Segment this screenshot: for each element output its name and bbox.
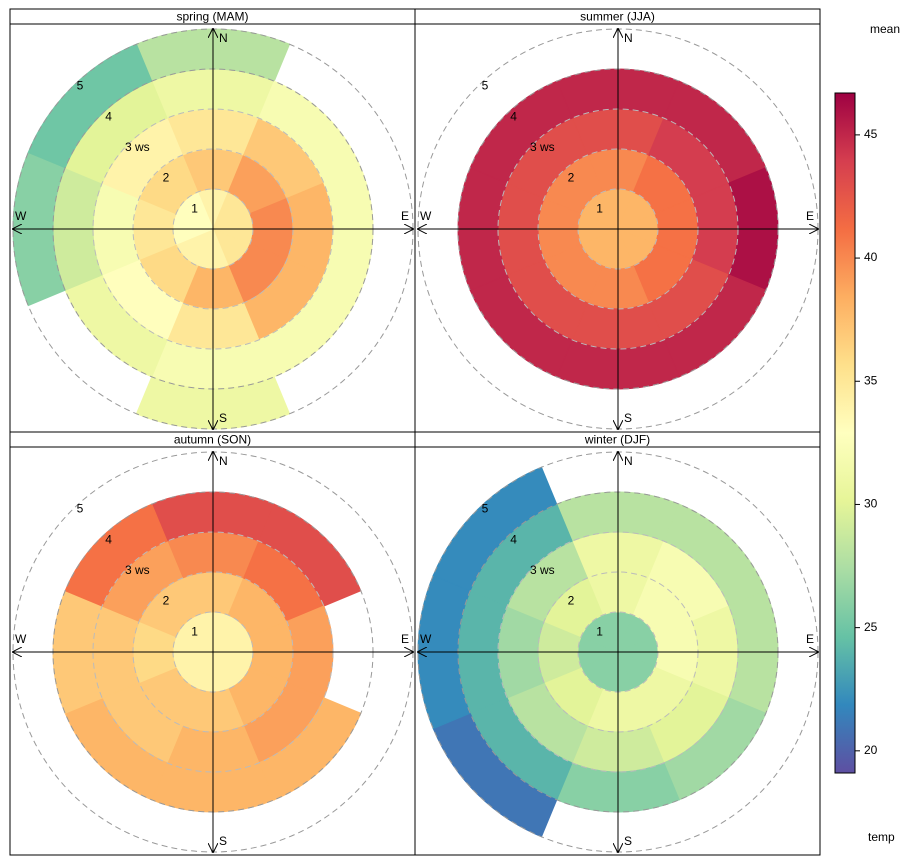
panel-border [414, 446, 821, 856]
colorbar-label: temp [868, 830, 895, 844]
panel-title: summer (JJA) [580, 10, 655, 24]
ring-label: 5 [482, 79, 489, 93]
panel: 1 2 3 ws 4 5 N E S W [13, 29, 413, 429]
colorbar-tick-label: 40 [864, 250, 878, 264]
colorbar-title: mean [870, 22, 900, 36]
direction-label: S [219, 411, 227, 425]
direction-label: W [420, 209, 432, 223]
direction-label: W [420, 632, 432, 646]
direction-label: E [401, 209, 409, 223]
ring-label: 1 [191, 624, 198, 638]
direction-label: S [624, 411, 632, 425]
panel: 1 2 3 ws 4 5 N E S W [418, 452, 818, 852]
colorbar-tick-label: 30 [864, 497, 878, 511]
direction-label: N [219, 31, 228, 45]
panel: 1 2 3 ws 4 5 N E S W [13, 452, 413, 852]
direction-label: E [806, 209, 814, 223]
ring-label: 1 [596, 201, 603, 215]
ring-label: 5 [77, 502, 84, 516]
ring-label: 4 [105, 109, 112, 123]
direction-label: W [15, 632, 27, 646]
cell [258, 503, 362, 607]
direction-label: N [624, 31, 633, 45]
colorbar-tick-label: 25 [864, 620, 878, 634]
ring-label: 4 [510, 532, 517, 546]
direction-label: W [15, 209, 27, 223]
ring-label: 4 [105, 532, 112, 546]
ring-label: 2 [163, 171, 170, 185]
ring-label: 3 ws [530, 563, 555, 577]
ring-label: 3 ws [125, 140, 150, 154]
panel-title: winter (DJF) [584, 433, 650, 447]
colorbar-tick-label: 45 [864, 127, 878, 141]
ring-label: 4 [510, 109, 517, 123]
colorbar-tick-label: 35 [864, 373, 878, 387]
ring-label: 3 ws [530, 140, 555, 154]
ring-label: 1 [596, 624, 603, 638]
colorbar-tick-label: 20 [864, 743, 878, 757]
ring-label: 2 [163, 594, 170, 608]
direction-label: N [624, 454, 633, 468]
ring-label: 5 [482, 502, 489, 516]
ring-label: 1 [191, 201, 198, 215]
panel-title: spring (MAM) [176, 10, 248, 24]
direction-label: S [624, 834, 632, 848]
panel-title: autumn (SON) [174, 433, 251, 447]
direction-label: E [806, 632, 814, 646]
direction-label: E [401, 632, 409, 646]
colorbar [834, 92, 856, 774]
ring-label: 2 [568, 594, 575, 608]
direction-label: S [219, 834, 227, 848]
ring-label: 3 ws [125, 563, 150, 577]
ring-label: 5 [77, 79, 84, 93]
ring-label: 2 [568, 171, 575, 185]
direction-label: N [219, 454, 228, 468]
panel: 1 2 3 ws 4 5 N E S W [418, 29, 818, 429]
